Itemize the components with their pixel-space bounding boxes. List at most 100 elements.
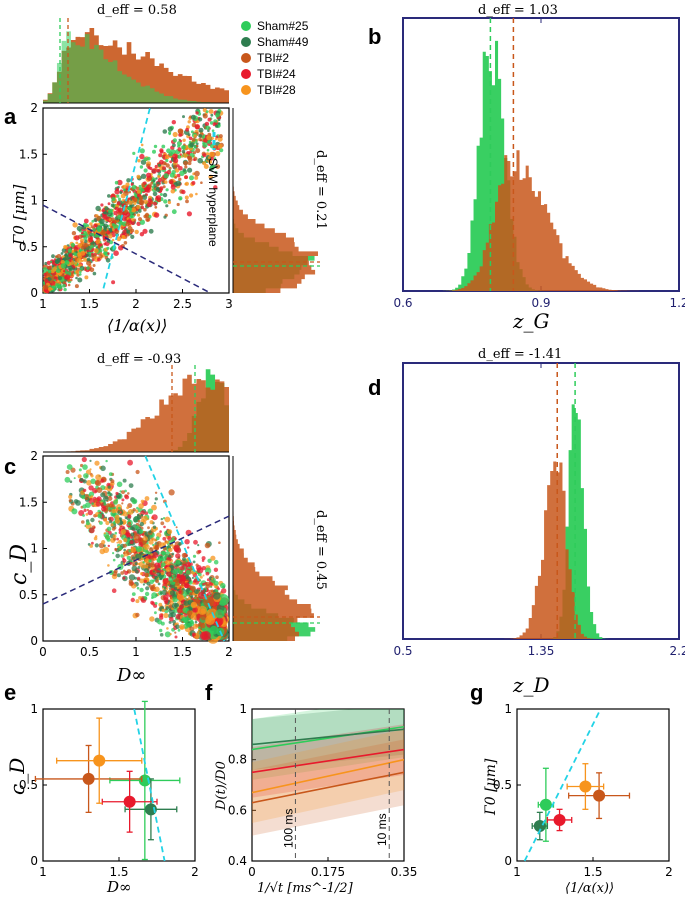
point	[141, 183, 146, 188]
c-ytick-label: 2	[30, 449, 38, 463]
point	[168, 132, 171, 136]
d-xtick-label: 1.35	[528, 644, 555, 658]
point	[110, 217, 115, 222]
point	[72, 222, 78, 228]
d-hist-tbi	[403, 461, 679, 639]
point	[144, 573, 149, 578]
point	[58, 276, 62, 281]
g-xtick-label: 1	[513, 865, 521, 879]
point	[99, 511, 102, 514]
d-xtick-label: 2.2	[669, 644, 685, 658]
c-xtick-label: 0	[39, 645, 47, 659]
point	[105, 520, 110, 526]
point	[138, 196, 144, 201]
point	[197, 157, 203, 164]
point	[56, 268, 61, 274]
point	[159, 159, 164, 165]
point	[185, 199, 189, 204]
point	[116, 495, 121, 499]
point	[184, 175, 189, 180]
legend-label-3: TBI#24	[257, 67, 296, 81]
point	[85, 502, 91, 508]
point	[151, 592, 158, 599]
point	[120, 529, 127, 535]
point	[190, 614, 197, 620]
point	[152, 576, 155, 579]
point	[139, 521, 144, 527]
point	[132, 508, 136, 512]
point	[184, 195, 189, 200]
point	[163, 215, 167, 219]
point	[184, 182, 188, 186]
point	[198, 591, 206, 600]
b-xtick-label: 0.6	[393, 296, 412, 310]
point	[138, 217, 142, 222]
f-line-3	[252, 748, 404, 774]
point	[113, 506, 117, 510]
point	[187, 546, 190, 549]
c-xtick-label: 1.5	[173, 645, 192, 659]
point	[82, 222, 88, 228]
point	[143, 199, 148, 205]
point	[108, 234, 113, 239]
point	[182, 168, 186, 172]
point	[200, 181, 203, 184]
point	[141, 566, 144, 569]
point	[125, 182, 130, 187]
point	[193, 158, 196, 161]
point	[151, 168, 157, 174]
point	[99, 548, 106, 555]
point	[110, 203, 115, 208]
point	[142, 536, 148, 542]
point	[97, 222, 101, 226]
point	[152, 579, 156, 582]
axis-f-xlabel: 1/√t [ms^-1/2]	[257, 881, 354, 896]
point	[178, 569, 183, 575]
point	[43, 267, 47, 272]
point	[89, 267, 95, 273]
point	[152, 525, 157, 529]
point	[83, 488, 87, 492]
point	[135, 546, 142, 553]
point	[199, 631, 209, 641]
point	[168, 547, 173, 553]
legend-marker-4	[241, 85, 251, 95]
point	[135, 569, 139, 574]
point	[152, 149, 156, 154]
point	[167, 536, 172, 541]
point	[144, 591, 150, 597]
point	[117, 207, 123, 213]
point	[198, 549, 202, 554]
point	[172, 619, 176, 624]
point	[82, 479, 87, 484]
point	[137, 159, 141, 163]
svm-annotation: SVM hyperplane	[206, 158, 220, 247]
point	[134, 576, 137, 580]
point	[60, 263, 66, 269]
point	[169, 172, 175, 178]
point	[158, 602, 163, 607]
point	[122, 543, 127, 548]
point	[80, 246, 85, 250]
point	[107, 496, 113, 501]
axis-c-ylabel: c_D	[7, 544, 32, 585]
point	[88, 237, 94, 243]
point	[213, 567, 219, 572]
point	[108, 218, 112, 221]
point	[91, 541, 94, 545]
point	[214, 137, 218, 141]
point	[140, 513, 144, 517]
point	[181, 552, 187, 558]
point	[205, 125, 210, 131]
point	[80, 231, 84, 235]
point	[181, 189, 186, 195]
point	[64, 251, 68, 255]
point	[117, 214, 122, 220]
point	[202, 108, 207, 113]
point	[76, 225, 82, 232]
point	[117, 179, 123, 186]
point	[85, 521, 90, 526]
point	[186, 211, 192, 217]
point	[75, 250, 78, 254]
panel-label-d: d	[368, 375, 381, 400]
